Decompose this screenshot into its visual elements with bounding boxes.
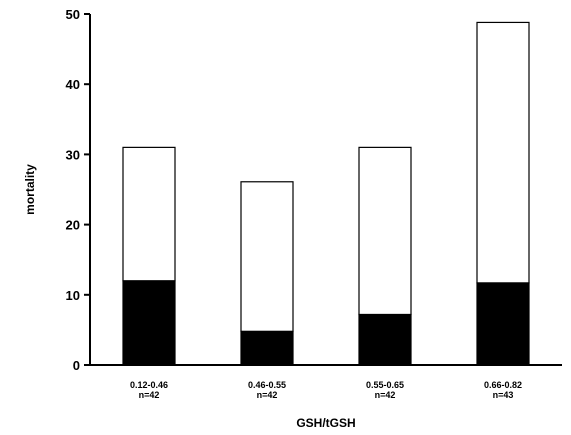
y-tick-label: 50 xyxy=(66,7,80,22)
y-tick-label: 30 xyxy=(66,147,80,162)
x-category-label: 0.55-0.65 xyxy=(366,380,404,390)
x-category-count: n=42 xyxy=(375,390,396,400)
x-category-count: n=42 xyxy=(139,390,160,400)
x-axis-title: GSH/tGSH xyxy=(296,416,355,430)
x-category-label: 0.66-0.82 xyxy=(484,380,522,390)
x-category-label: 0.12-0.46 xyxy=(130,380,168,390)
bar-light-segment-2 xyxy=(240,181,294,332)
y-ticks-group: 0 10 20 30 40 50 xyxy=(66,7,90,373)
x-category-label: 0.46-0.55 xyxy=(248,380,286,390)
bar-light-segment-3 xyxy=(358,146,412,316)
x-category-count: n=43 xyxy=(493,390,514,400)
y-tick-label: 0 xyxy=(73,358,80,373)
bar-light-segment-4 xyxy=(476,21,530,284)
y-tick-label: 20 xyxy=(66,218,80,233)
bar-dark-segment-1 xyxy=(122,280,176,366)
bars-group xyxy=(122,21,530,366)
bar-dark-segment-2 xyxy=(240,330,294,366)
bar-dark-segment-4 xyxy=(476,282,530,366)
y-tick-label: 40 xyxy=(66,77,80,92)
x-category-count: n=42 xyxy=(257,390,278,400)
y-tick-label: 10 xyxy=(66,288,80,303)
x-category-labels-group: 0.12-0.46n=420.46-0.55n=420.55-0.65n=420… xyxy=(130,380,522,400)
bar-dark-segment-3 xyxy=(358,313,412,366)
bar-light-segment-1 xyxy=(122,146,176,282)
y-axis-title: mortality xyxy=(23,164,37,215)
